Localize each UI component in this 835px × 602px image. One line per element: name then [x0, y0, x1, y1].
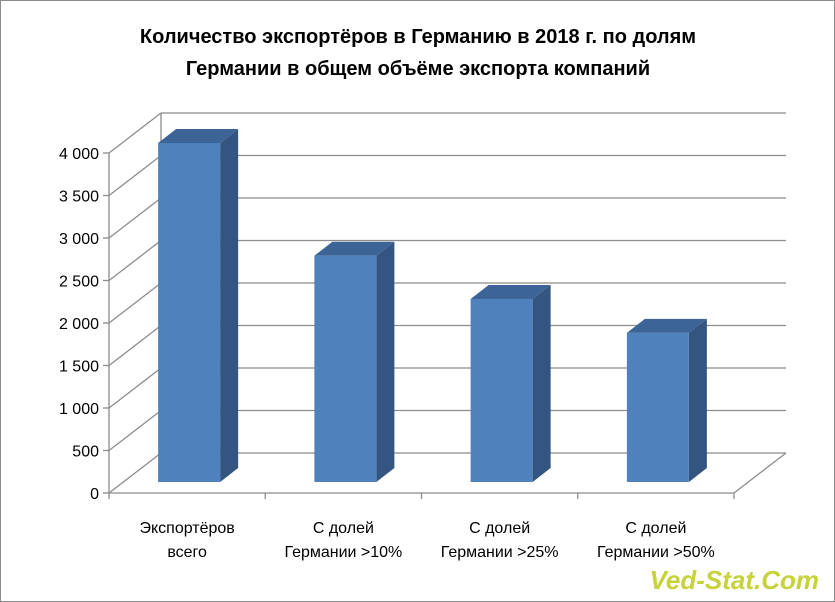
side-gridline [108, 452, 162, 494]
category-label: всего [167, 544, 207, 561]
y-tick-label: 1 500 [59, 359, 99, 376]
y-tick-label: 2 500 [59, 274, 99, 291]
y-tick-label: 500 [72, 444, 99, 461]
y-tick-label: 1 000 [59, 401, 99, 418]
bar-front [158, 143, 221, 482]
bar-top [470, 284, 551, 299]
bar-side [532, 284, 551, 482]
side-gridline [108, 239, 162, 282]
bar [626, 318, 707, 482]
category-label: Германии >10% [284, 544, 402, 561]
y-tick-label: 4 000 [59, 146, 99, 163]
side-gridline [108, 409, 162, 452]
category-label: С долей [625, 520, 686, 537]
floor-edge [733, 452, 787, 494]
bar-front [626, 332, 689, 482]
bar-front [314, 255, 377, 482]
y-tick-label: 3 000 [59, 231, 99, 248]
side-gridline [108, 154, 162, 197]
side-gridline [108, 112, 162, 154]
x-axis-categories: Экспортёров всего С долей Германии >10% С до… [139, 520, 714, 561]
bar [314, 241, 395, 482]
y-tick-label: 0 [90, 486, 99, 503]
category-label: Германии >25% [441, 544, 559, 561]
bar-front [470, 298, 533, 482]
chart-title-line-2: Германии в общем объёме экспорта компани… [186, 58, 650, 80]
watermark-text: Ved-Stat.Com [650, 565, 820, 595]
bar-side [688, 318, 707, 482]
side-gridline [108, 282, 162, 324]
bar-top [158, 129, 239, 143]
bar-side [220, 129, 239, 482]
y-axis-ticks: 0 500 1 000 1 500 2 000 2 500 3 000 3 500 4 000 [59, 146, 99, 503]
side-gridline [108, 367, 162, 409]
bars-layer [158, 129, 707, 482]
category-label: С долей [313, 520, 374, 537]
y-tick-label: 3 500 [59, 189, 99, 206]
bar-top [626, 318, 707, 333]
bar [470, 284, 551, 482]
y-tick-label: 2 000 [59, 316, 99, 333]
category-label: Экспортёров [139, 520, 234, 537]
side-gridline [108, 324, 162, 367]
bar [158, 129, 239, 482]
side-gridline [108, 197, 162, 239]
category-label: С долей [469, 520, 530, 537]
category-label: Германии >50% [597, 544, 715, 561]
bar-top [314, 241, 395, 256]
bar-side [376, 241, 395, 482]
chart-title-line-1: Количество экспортёров в Германию в 2018… [140, 26, 696, 48]
